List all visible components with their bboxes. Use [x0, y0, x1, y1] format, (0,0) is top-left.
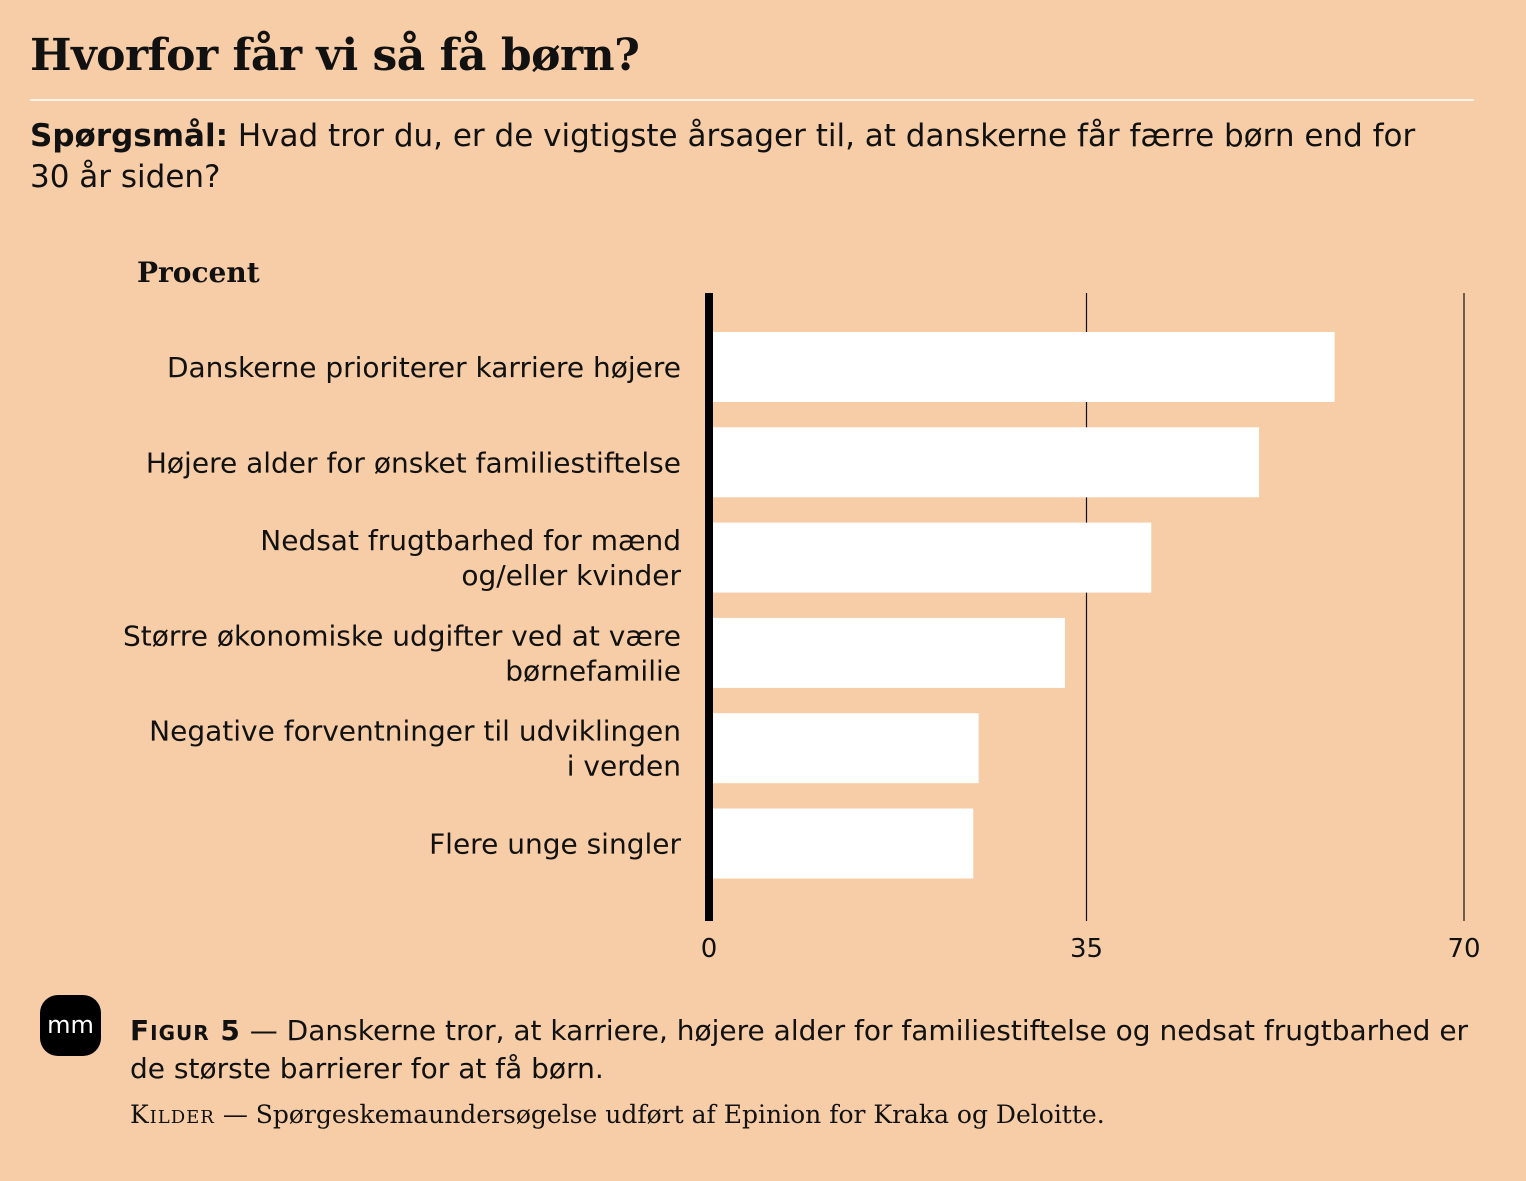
bar-chart: Danskerne prioriterer karriere højere Høj…	[123, 293, 1481, 964]
figure-label: Figur 5	[130, 1014, 241, 1047]
category-label-2-1: og/eller kvinder	[461, 559, 681, 592]
bar-2	[709, 522, 1152, 593]
figure-sep: —	[249, 1014, 278, 1047]
bar-1	[709, 427, 1260, 498]
bar-3	[709, 617, 1065, 688]
category-label-3-1: børnefamilie	[505, 654, 681, 687]
tick-label-2: 70	[1447, 934, 1480, 964]
question: Spørgsmål: Hvad tror du, er de vigtigste…	[30, 116, 1430, 198]
source-note: Kilder — Spørgeskemaundersøgelse udført …	[130, 1100, 1470, 1129]
logo-text: mm	[47, 1011, 94, 1039]
logo-mark: mm	[47, 1011, 94, 1039]
bar-4	[709, 713, 979, 784]
category-label-5-0: Flere unge singler	[429, 828, 681, 861]
unit-label: Procent	[137, 256, 260, 289]
chart-title: Hvorfor får vi så få børn?	[30, 30, 640, 81]
tick-label-0: 0	[701, 934, 718, 964]
figure-caption: Figur 5 — Danskerne tror, at karriere, h…	[130, 1012, 1470, 1088]
title-divider	[30, 99, 1474, 101]
question-text: Hvad tror du, er de vigtigste årsager ti…	[30, 118, 1416, 195]
category-label-4-0: Negative forventninger til udviklingen	[149, 715, 681, 748]
category-label-0-0: Danskerne prioriterer karriere højere	[167, 351, 681, 384]
category-label-1-0: Højere alder for ønsket familiestiftelse	[146, 446, 681, 479]
source-text: Spørgeskemaundersøgelse udført af Epinio…	[255, 1100, 1105, 1129]
logo: mm	[40, 995, 101, 1056]
category-label-3-0: Større økonomiske udgifter ved at være	[123, 619, 681, 652]
bar-0	[709, 332, 1335, 402]
source-sep: —	[222, 1100, 248, 1129]
question-lead: Spørgsmål:	[30, 118, 228, 154]
category-label-2-0: Nedsat frugtbarhed for mænd	[260, 524, 681, 557]
zero-axis	[705, 293, 713, 921]
bar-5	[709, 808, 974, 879]
tick-label-1: 35	[1070, 934, 1103, 964]
source-label: Kilder	[130, 1100, 215, 1129]
category-label-4-1: i verden	[567, 750, 681, 783]
figure-text: Danskerne tror, at karriere, højere alde…	[130, 1014, 1469, 1085]
